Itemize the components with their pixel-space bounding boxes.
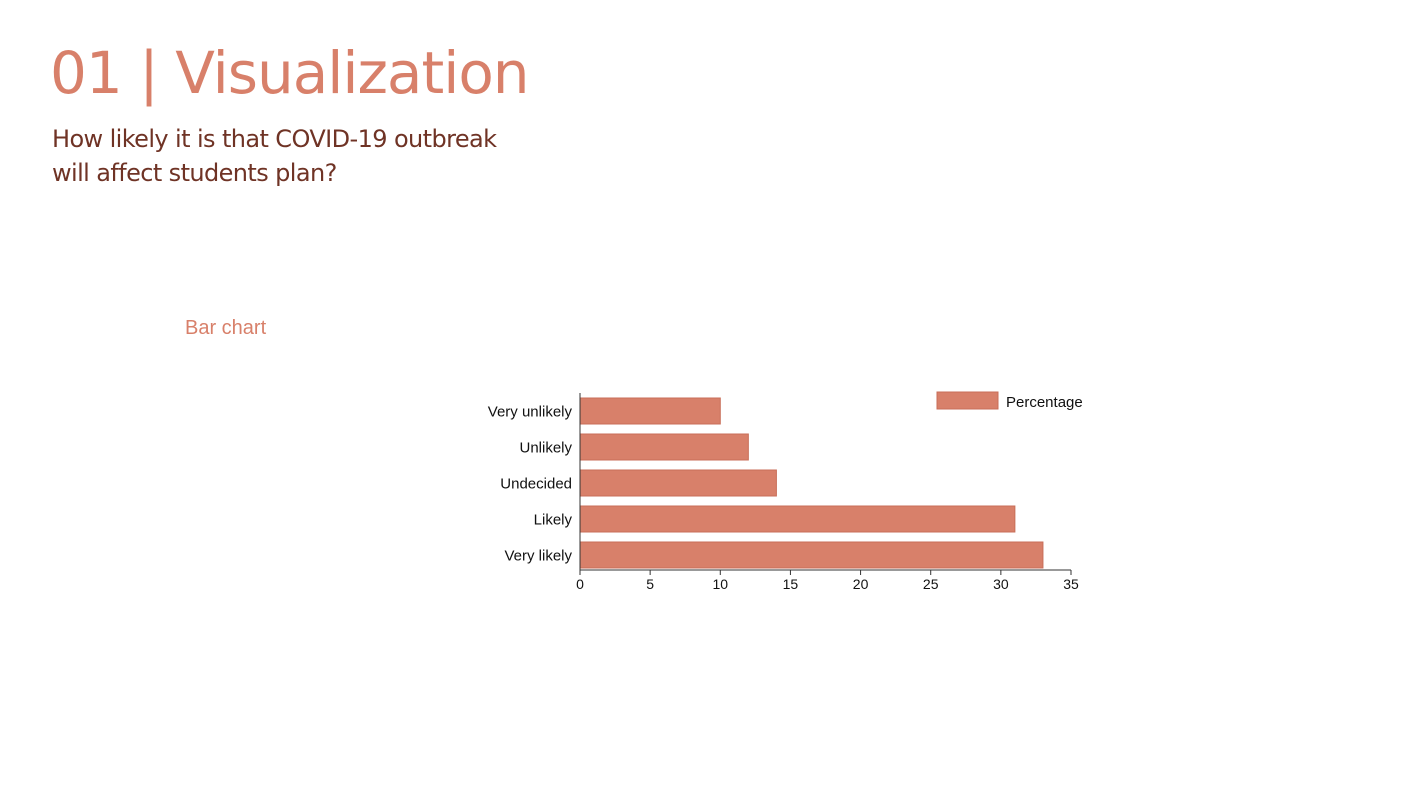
slide-subtitle: How likely it is that COVID-19 outbreak …	[52, 125, 497, 187]
category-labels-group: Very unlikely Unlikely Undecided Likely Very…	[488, 404, 573, 565]
bar-unlikely	[579, 433, 749, 461]
bar-very-likely	[579, 541, 1044, 569]
legend-label: Percentage	[1006, 394, 1083, 411]
x-tick-label: 10	[712, 576, 728, 592]
category-label: Undecided	[500, 476, 572, 493]
x-tick-label: 30	[993, 576, 1009, 592]
x-tick-label: 5	[646, 576, 654, 592]
x-tick-label: 25	[923, 576, 939, 592]
slide-title: 01 | Visualization	[50, 39, 530, 107]
x-tick-label: 15	[783, 576, 799, 592]
bar-very-unlikely	[579, 397, 721, 425]
category-label: Very likely	[504, 548, 572, 565]
bars-group	[579, 397, 1044, 569]
legend-swatch	[936, 391, 999, 410]
x-tick-label: 20	[853, 576, 869, 592]
legend: Percentage	[936, 391, 1083, 411]
bar-undecided	[579, 469, 777, 497]
section-label: Bar chart	[185, 317, 267, 339]
x-tick-label: 0	[576, 576, 584, 592]
x-tick-label: 35	[1063, 576, 1079, 592]
bar-likely	[579, 505, 1016, 533]
category-label: Likely	[534, 512, 573, 529]
category-label: Unlikely	[519, 440, 572, 457]
x-ticks-group: 0 5 10 15 20 25 30 35	[576, 570, 1079, 592]
category-label: Very unlikely	[488, 404, 573, 421]
